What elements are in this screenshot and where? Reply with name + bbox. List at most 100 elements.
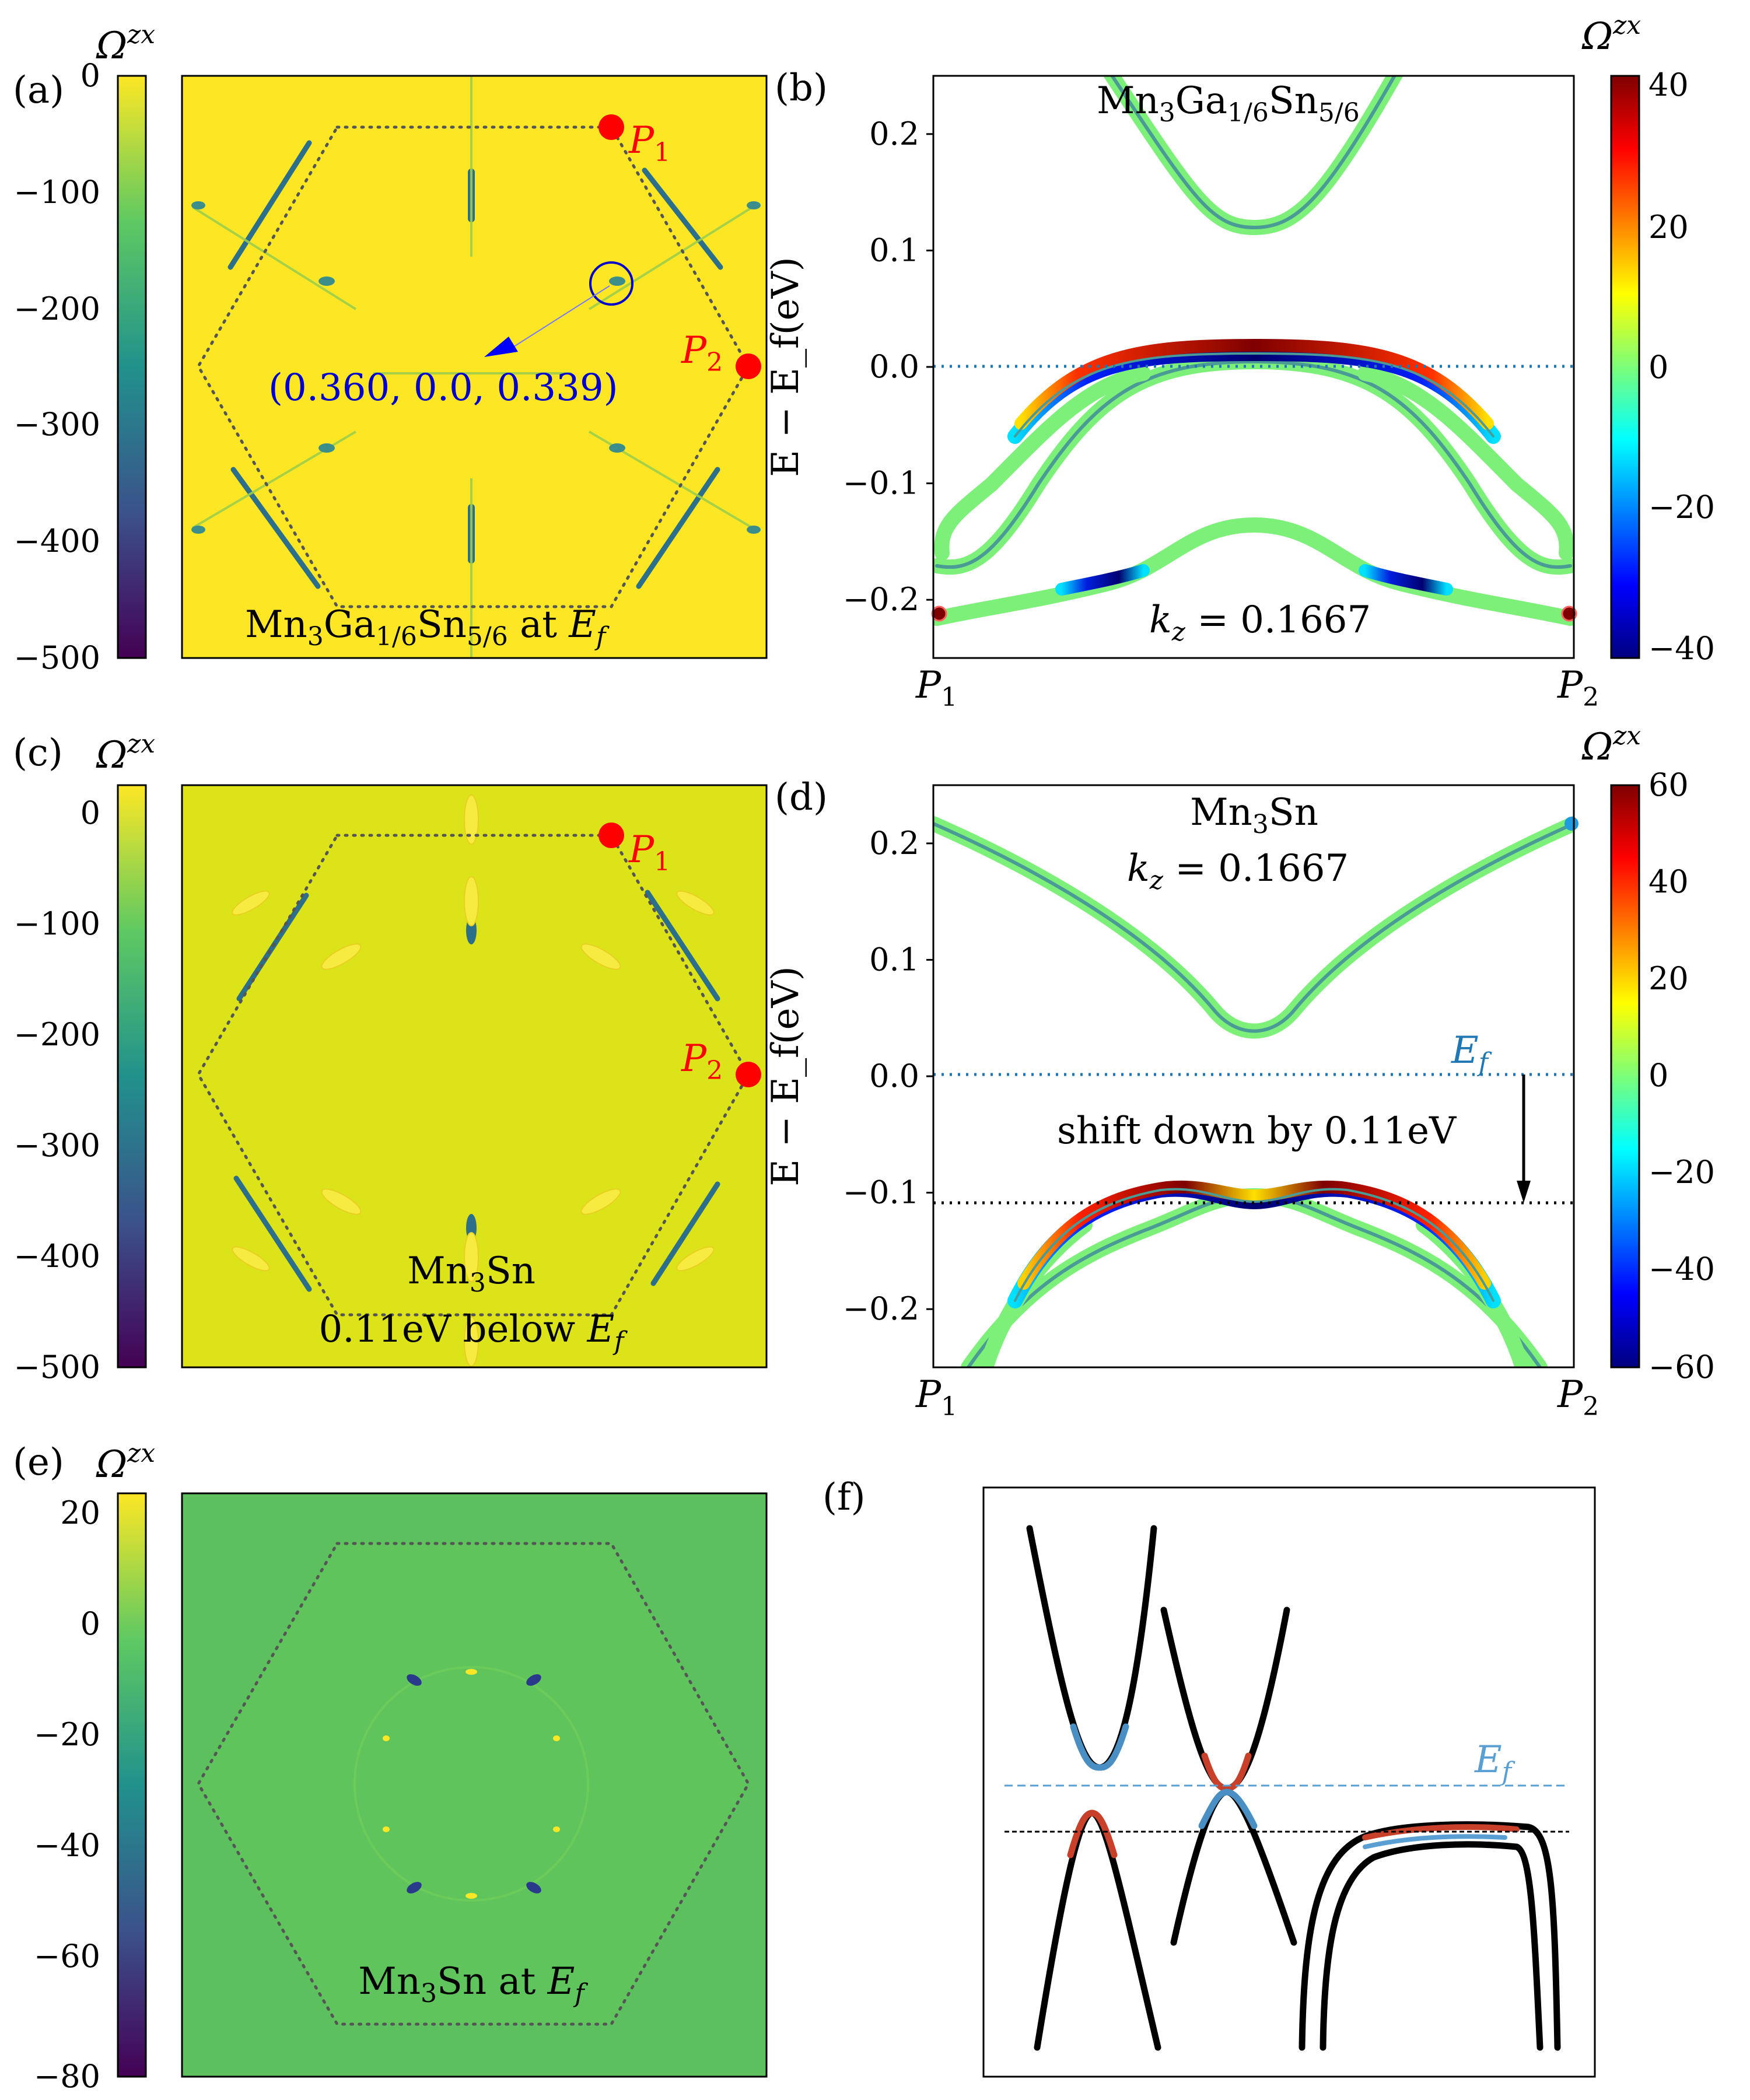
cb-tick: −200 <box>14 290 100 327</box>
cb-tick: 0 <box>1648 1057 1668 1094</box>
cb-tick: −20 <box>1648 489 1715 526</box>
shift-text: shift down by 0.11eV <box>1057 1110 1457 1153</box>
cb-tick: −40 <box>1648 1251 1715 1287</box>
panel-d-y-ticks: 0.2 0.1 0.0 −0.1 −0.2 <box>843 825 933 1327</box>
cb-tick: −40 <box>1648 630 1715 667</box>
panel-c-cbar-title: Ωzx <box>96 729 155 777</box>
p2-marker <box>736 1062 761 1087</box>
cb-tick: −20 <box>1648 1154 1715 1191</box>
hot-line <box>642 167 723 270</box>
cb-tick: −60 <box>1648 1349 1715 1385</box>
panel-b-bands <box>933 76 1574 626</box>
panel-b: (b) 0.20.10.0−0.1−0.2 Mn3Ga1/ <box>764 10 1715 712</box>
cb-tick: −100 <box>14 905 100 942</box>
y-tick-label: −0.2 <box>843 1290 919 1327</box>
panel-b-y-ticks: 0.2 0.1 0.0 −0.1 −0.2 <box>843 116 933 618</box>
cb-tick: 20 <box>1648 209 1689 246</box>
panel-e-label: (e) <box>13 1441 64 1484</box>
weyl-point-circle <box>589 261 634 306</box>
flat-band-inner <box>1320 1841 1544 2051</box>
panel-a-caption: Mn3Ga1/6Sn5/6 at Ef <box>245 603 610 652</box>
panel-b-colorbar-ticks: 40 20 0 −20 −40 <box>1648 66 1715 667</box>
cb-tick: −80 <box>34 2058 100 2095</box>
panel-e-frame <box>181 1492 768 2078</box>
y-tick-label: 0.1 <box>869 232 919 268</box>
arrow-head <box>484 337 518 357</box>
panel-c-colorbar-ticks: 0 −100 −200 −300 −400 −500 <box>14 794 100 1385</box>
panel-c-caption-line1: Mn3Sn <box>407 1250 536 1298</box>
p1-label: P1 <box>628 828 670 877</box>
cb-tick: −100 <box>14 174 100 211</box>
band <box>1102 76 1404 236</box>
hot-line <box>636 467 720 589</box>
y-tick-label: −0.1 <box>843 1174 919 1211</box>
panel-c-heatmap: Mn3Sn 0.11eV below Ef <box>182 785 766 1367</box>
panel-f-label: (f) <box>822 1476 866 1519</box>
hot-line <box>233 1175 312 1292</box>
panel-d: (d) 0.20.10.0−0.1−0.2 Mn3Sn kz = 0.1667 … <box>764 721 1715 1422</box>
panel-f-frame <box>982 1486 1596 2078</box>
panel-d-kz: kz = 0.1667 <box>1127 847 1349 895</box>
cb-tick: −400 <box>14 1238 100 1275</box>
y-tick-label: −0.2 <box>843 581 919 618</box>
panel-a-frame <box>181 75 768 659</box>
cb-tick: 60 <box>1648 766 1689 803</box>
hot-line <box>645 890 720 1002</box>
band <box>961 1188 1548 1367</box>
cb-tick: −20 <box>34 1716 100 1753</box>
panel-a-label: (a) <box>13 69 64 112</box>
cb-tick: 40 <box>1648 66 1689 103</box>
y-tick-label: 0.2 <box>869 116 919 152</box>
panel-d-colorbar-ticks: 60 40 20 0 −20 −40 −60 <box>1648 766 1715 1385</box>
cb-tick: −400 <box>14 523 100 559</box>
weyl-coordinate: (0.360, 0.0, 0.339) <box>268 366 618 410</box>
cb-tick: −200 <box>14 1016 100 1053</box>
panel-e-colorbar-ticks: 20 0 −20 −40 −60 −80 <box>34 1494 100 2095</box>
brillouin-zone <box>197 834 750 1317</box>
panel-a-cbar-title: Ωzx <box>96 20 155 68</box>
panel-d-title: Mn3Sn <box>1190 791 1318 839</box>
cb-tick: −500 <box>14 639 100 676</box>
panel-c-label: (c) <box>13 732 63 775</box>
xtick-p2: P2 <box>1557 1373 1599 1422</box>
panel-a-colorbar <box>117 75 147 659</box>
cb-tick: −500 <box>14 1349 100 1385</box>
panel-c-frame <box>181 784 768 1368</box>
hot-line <box>230 467 321 589</box>
panel-c-colorbar <box>117 784 147 1368</box>
panel-e: (e) Ωzx 20 0 −20 −40 −60 −80 <box>13 1438 768 2095</box>
panel-c-caption-line2: 0.11eV below Ef <box>319 1308 628 1356</box>
shift-arrow-head <box>1517 1181 1531 1203</box>
y-tick-label: 0.0 <box>869 1058 919 1094</box>
panel-e-colorbar <box>117 1492 147 2078</box>
y-tick-label: 0.0 <box>869 348 919 385</box>
cb-tick: −300 <box>14 406 100 443</box>
panel-b-kz: kz = 0.1667 <box>1149 598 1371 647</box>
cb-tick: −40 <box>34 1827 100 1864</box>
cb-tick: −60 <box>34 1938 100 1975</box>
cb-tick: 0 <box>80 57 100 94</box>
panel-b-ylabel: E − E_f(eV) <box>764 257 807 477</box>
cb-tick: 0 <box>1648 349 1668 386</box>
y-tick-label: 0.2 <box>869 825 919 862</box>
p2-label: P2 <box>681 1037 723 1086</box>
panel-b-label: (b) <box>775 66 828 110</box>
xtick-p1: P1 <box>915 1373 957 1422</box>
p2-label: P2 <box>681 329 723 377</box>
panel-c: (c) Ωzx 0 −100 −200 −300 −400 −500 <box>13 729 768 1385</box>
hot-line <box>650 1181 720 1286</box>
xtick-p2: P2 <box>1557 664 1599 712</box>
y-tick-label: 0.1 <box>869 941 919 978</box>
panel-b-title: Mn3Ga1/6Sn5/6 <box>1097 79 1360 128</box>
brillouin-zone <box>197 125 750 608</box>
cb-tick: 40 <box>1648 863 1689 900</box>
p1-marker <box>598 822 624 848</box>
y-tick-label: −0.1 <box>843 465 919 502</box>
p1-marker <box>598 114 624 140</box>
panel-d-bands <box>933 816 1574 1367</box>
panel-d-label: (d) <box>775 776 828 819</box>
cb-tick: −300 <box>14 1127 100 1164</box>
hot-line <box>228 140 312 270</box>
cb-tick: 0 <box>80 794 100 831</box>
